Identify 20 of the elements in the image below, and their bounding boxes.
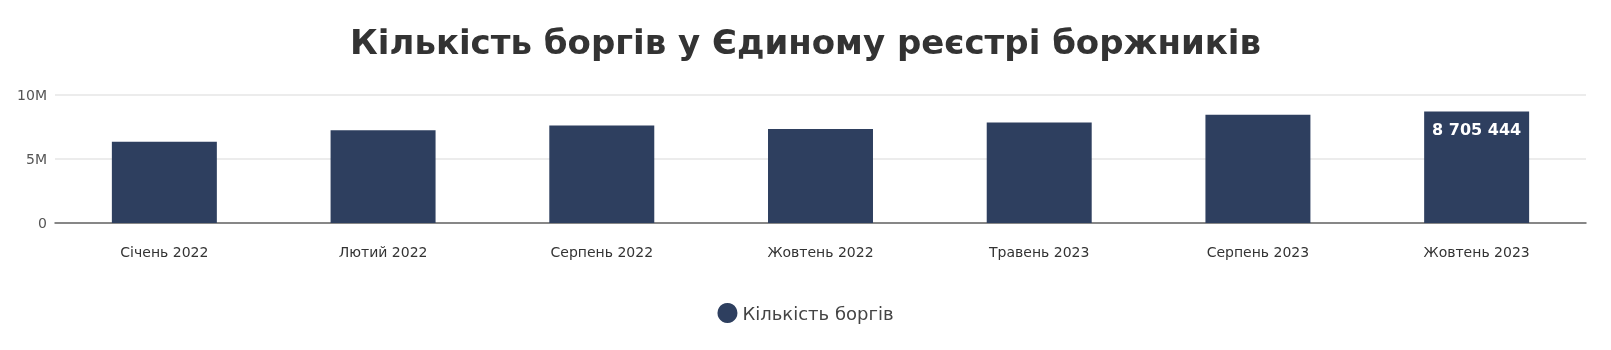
bar (549, 125, 655, 223)
y-tick-label: 0 (38, 215, 47, 231)
bar (986, 122, 1092, 223)
bar (111, 141, 217, 223)
x-tick-label: Серпень 2023 (1206, 244, 1310, 260)
data-label: 8 705 444 (1432, 120, 1522, 140)
legend-label: Кількість боргів (742, 302, 894, 324)
x-tick-label: Травень 2023 (988, 244, 1090, 260)
x-tick-label: Жовтень 2023 (1423, 244, 1530, 260)
bar (1424, 111, 1530, 223)
bar (1205, 114, 1311, 223)
x-tick-label: Серпень 2022 (550, 244, 654, 260)
y-tick-label: 5M (26, 151, 47, 167)
y-tick-label: 10M (17, 87, 47, 103)
bar (330, 130, 436, 223)
x-tick-label: Лютий 2022 (338, 244, 428, 260)
x-tick-label: Січень 2022 (120, 244, 209, 260)
chart-title: Кількість боргів у Єдиному реєстрі боржників (350, 22, 1261, 62)
bar (768, 128, 873, 223)
x-tick-label: Жовтень 2022 (767, 244, 874, 260)
